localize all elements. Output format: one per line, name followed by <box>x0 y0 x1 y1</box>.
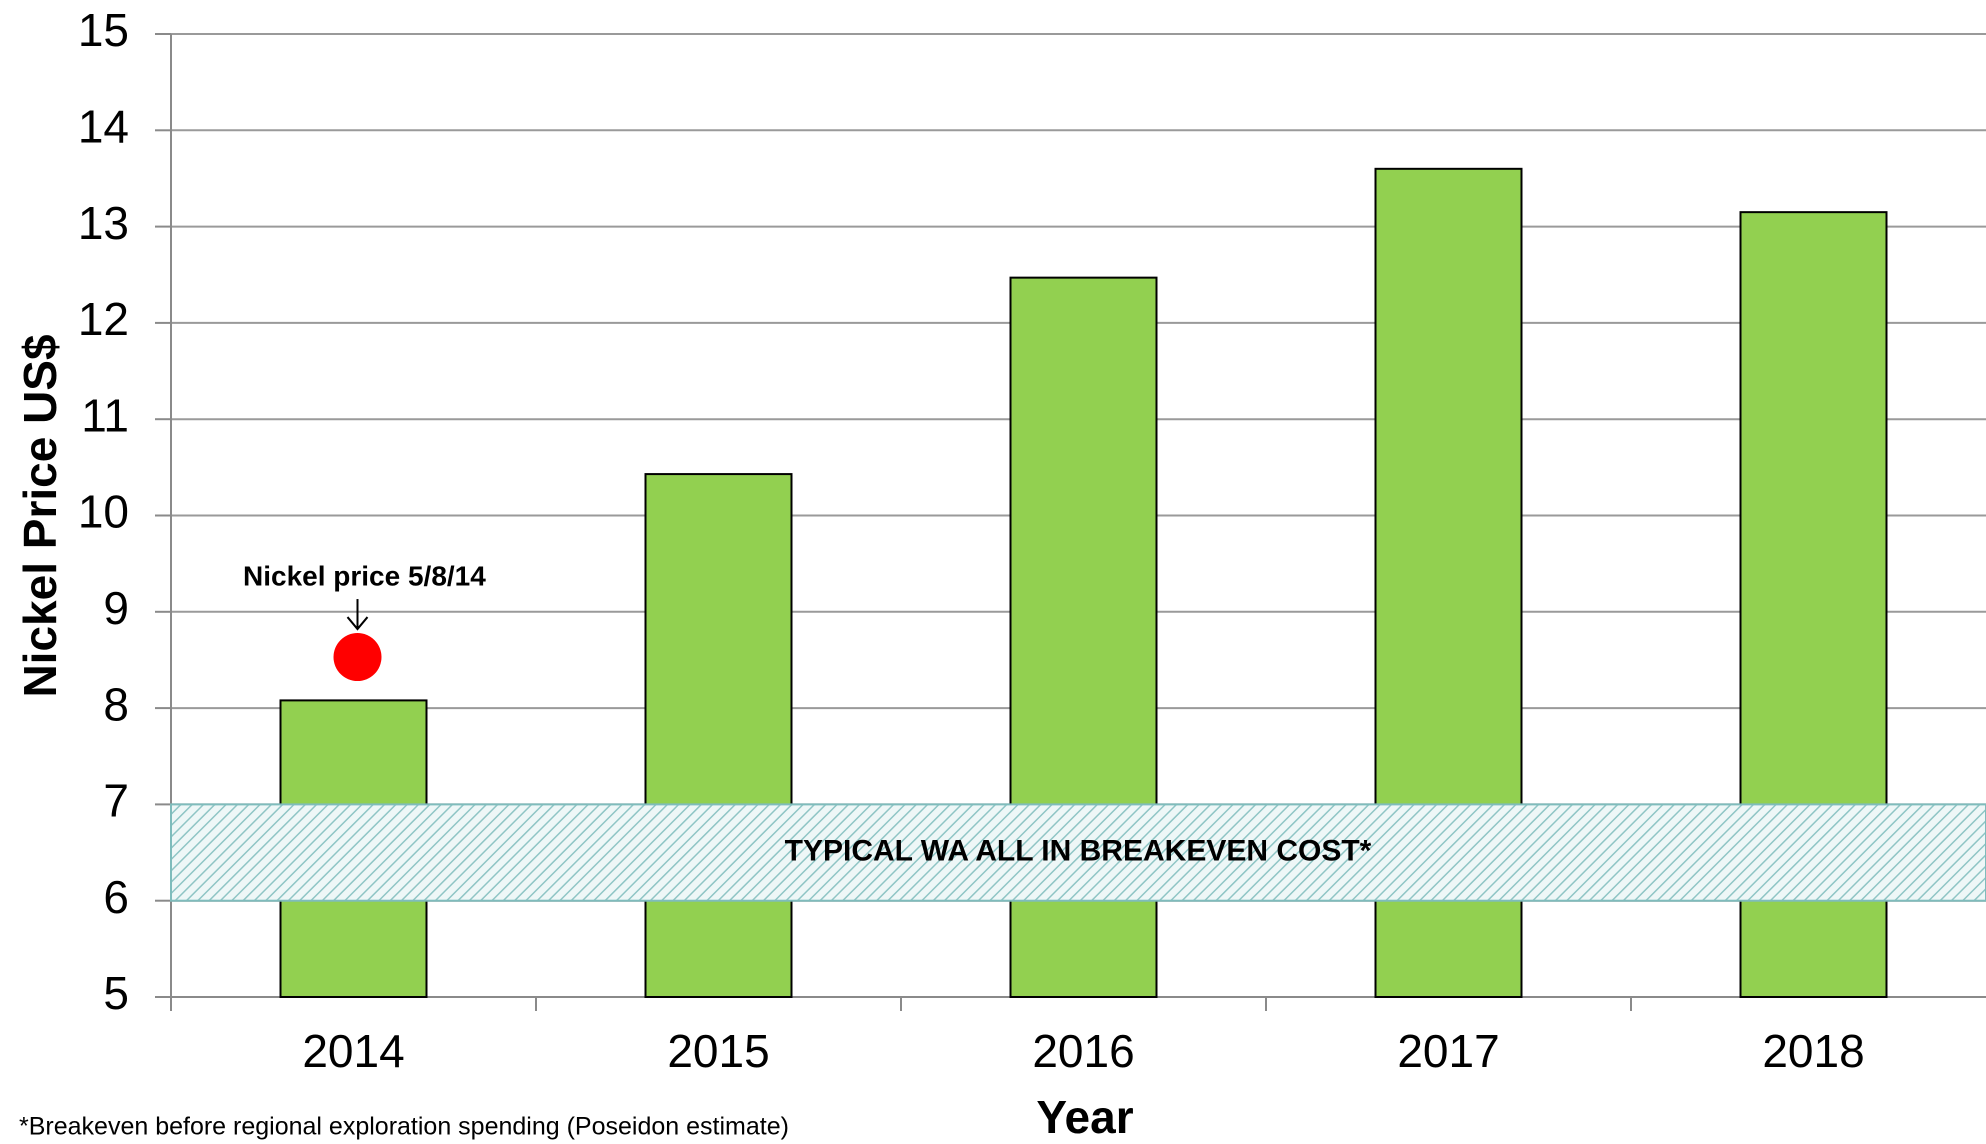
y-tick-label: 5 <box>103 967 129 1019</box>
y-tick-label: 11 <box>81 389 129 441</box>
x-tick-label: 2015 <box>667 1025 769 1077</box>
y-tick-label: 13 <box>78 197 129 249</box>
band-label: TYPICAL WA ALL IN BREAKEVEN COST* <box>785 834 1372 867</box>
bar <box>644 473 793 998</box>
y-tick-label: 10 <box>78 486 129 538</box>
y-tick-label: 9 <box>103 582 129 634</box>
price-point <box>333 633 382 682</box>
y-tick-label: 8 <box>103 678 129 730</box>
y-tick-label: 12 <box>78 293 129 345</box>
breakeven-band <box>170 803 1986 902</box>
x-axis-title: Year <box>1036 1091 1133 1143</box>
y-tick-label: 14 <box>78 100 129 152</box>
y-axis-title: Nickel Price US$ <box>14 334 66 697</box>
overlay-layer: 2014 2015 2016 2017 2018 TYPICAL WA ALL IN BR… <box>170 560 1986 1077</box>
y-tick-label: 7 <box>103 775 129 827</box>
footnote: *Breakeven before regional exploration s… <box>19 1113 789 1141</box>
annotation-label: Nickel price 5/8/14 <box>243 560 486 591</box>
x-tick-label: 2016 <box>1032 1025 1134 1077</box>
y-tick-label: 6 <box>103 871 129 923</box>
y-tick-label: 15 <box>78 4 129 56</box>
annotation-arrowhead <box>346 616 369 631</box>
x-tick-label: 2018 <box>1762 1025 1864 1077</box>
x-tick-label: 2014 <box>302 1025 404 1077</box>
x-tick-label: 2017 <box>1397 1025 1499 1077</box>
